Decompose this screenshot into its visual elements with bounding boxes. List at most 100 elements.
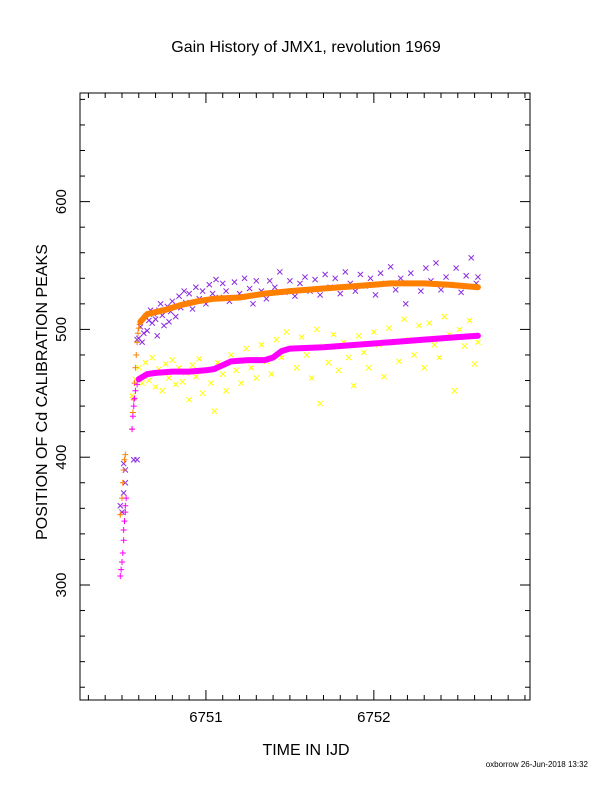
data-point <box>162 360 169 367</box>
data-point <box>293 364 300 371</box>
data-point <box>330 331 337 338</box>
data-point <box>471 360 478 367</box>
data-point <box>325 359 332 366</box>
data-point <box>438 286 444 293</box>
tick-labels: 6751 6752 300 400 500 600 <box>53 189 391 726</box>
data-point <box>152 316 159 323</box>
data-point <box>392 286 399 293</box>
series-4 <box>117 332 481 580</box>
series-trend-line <box>137 280 481 325</box>
data-point <box>129 413 136 420</box>
data-point <box>396 358 402 365</box>
data-point <box>352 288 359 295</box>
data-point <box>132 364 139 371</box>
data-point <box>199 390 206 397</box>
data-point <box>132 387 139 394</box>
data-point <box>258 341 265 348</box>
data-point <box>436 354 443 361</box>
data-point <box>223 387 230 394</box>
data-point <box>433 260 439 266</box>
data-point <box>238 380 245 387</box>
data-point <box>161 322 167 329</box>
data-point <box>118 566 125 573</box>
data-point <box>119 550 126 557</box>
data-point <box>118 558 125 565</box>
data-point <box>192 373 199 380</box>
data-point <box>441 313 448 320</box>
data-point <box>120 490 127 496</box>
data-point <box>386 325 392 332</box>
data-point <box>223 288 230 295</box>
data-point <box>157 300 164 307</box>
data-point <box>337 290 344 297</box>
data-point <box>129 426 136 433</box>
data-point <box>199 288 206 295</box>
data-point <box>166 318 172 325</box>
data-point <box>345 354 352 361</box>
data-point <box>283 329 290 335</box>
data-point <box>120 460 127 467</box>
data-point <box>145 317 152 324</box>
data-point <box>134 330 141 337</box>
data-point <box>431 341 438 348</box>
data-point <box>219 371 226 378</box>
data-point <box>122 451 129 458</box>
data-marks <box>117 254 481 580</box>
data-point <box>186 396 193 403</box>
data-point <box>266 277 273 284</box>
data-point <box>474 339 481 346</box>
y-tick-label: 300 <box>53 572 70 597</box>
data-point <box>130 403 137 410</box>
data-point <box>370 329 377 335</box>
data-point <box>268 371 275 378</box>
data-point <box>120 527 127 534</box>
data-point <box>117 573 124 580</box>
data-point <box>133 351 140 358</box>
data-point <box>166 375 172 381</box>
series-1 <box>117 254 481 516</box>
data-point <box>135 325 142 332</box>
data-point <box>189 362 196 369</box>
data-point <box>303 352 310 358</box>
data-point <box>119 479 126 486</box>
data-point <box>407 270 414 277</box>
data-point <box>401 316 408 323</box>
data-point <box>172 313 179 320</box>
data-point <box>461 343 468 349</box>
data-point <box>253 375 260 381</box>
series-2 <box>129 313 481 415</box>
data-point <box>377 270 384 277</box>
data-point <box>152 383 159 390</box>
data-point <box>416 322 423 329</box>
data-point <box>135 364 142 371</box>
data-point <box>211 408 218 415</box>
data-point <box>186 290 193 297</box>
data-point <box>387 263 394 270</box>
data-point <box>144 327 151 334</box>
data-point <box>297 280 303 287</box>
series-trend-line <box>135 332 481 383</box>
data-point <box>458 289 465 296</box>
x-tick-label: 6752 <box>357 709 390 726</box>
data-point <box>189 306 196 312</box>
data-point <box>253 277 260 284</box>
data-point <box>219 280 226 287</box>
data-point <box>317 291 324 298</box>
axis-ticks <box>80 93 530 700</box>
data-point <box>179 378 186 385</box>
y-tick-label: 500 <box>53 317 70 342</box>
data-point <box>209 290 216 297</box>
data-point <box>241 275 248 282</box>
data-point <box>176 293 183 300</box>
data-point <box>172 381 179 388</box>
data-point <box>213 276 219 283</box>
data-point <box>335 367 342 374</box>
data-point <box>463 272 470 279</box>
x-tick-label: 6751 <box>189 709 222 726</box>
data-point <box>466 317 473 324</box>
data-point <box>248 364 255 371</box>
data-point <box>142 359 149 366</box>
footer-credit: oxborrow 26-Jun-2018 13:32 <box>486 760 589 769</box>
data-point <box>208 380 214 387</box>
